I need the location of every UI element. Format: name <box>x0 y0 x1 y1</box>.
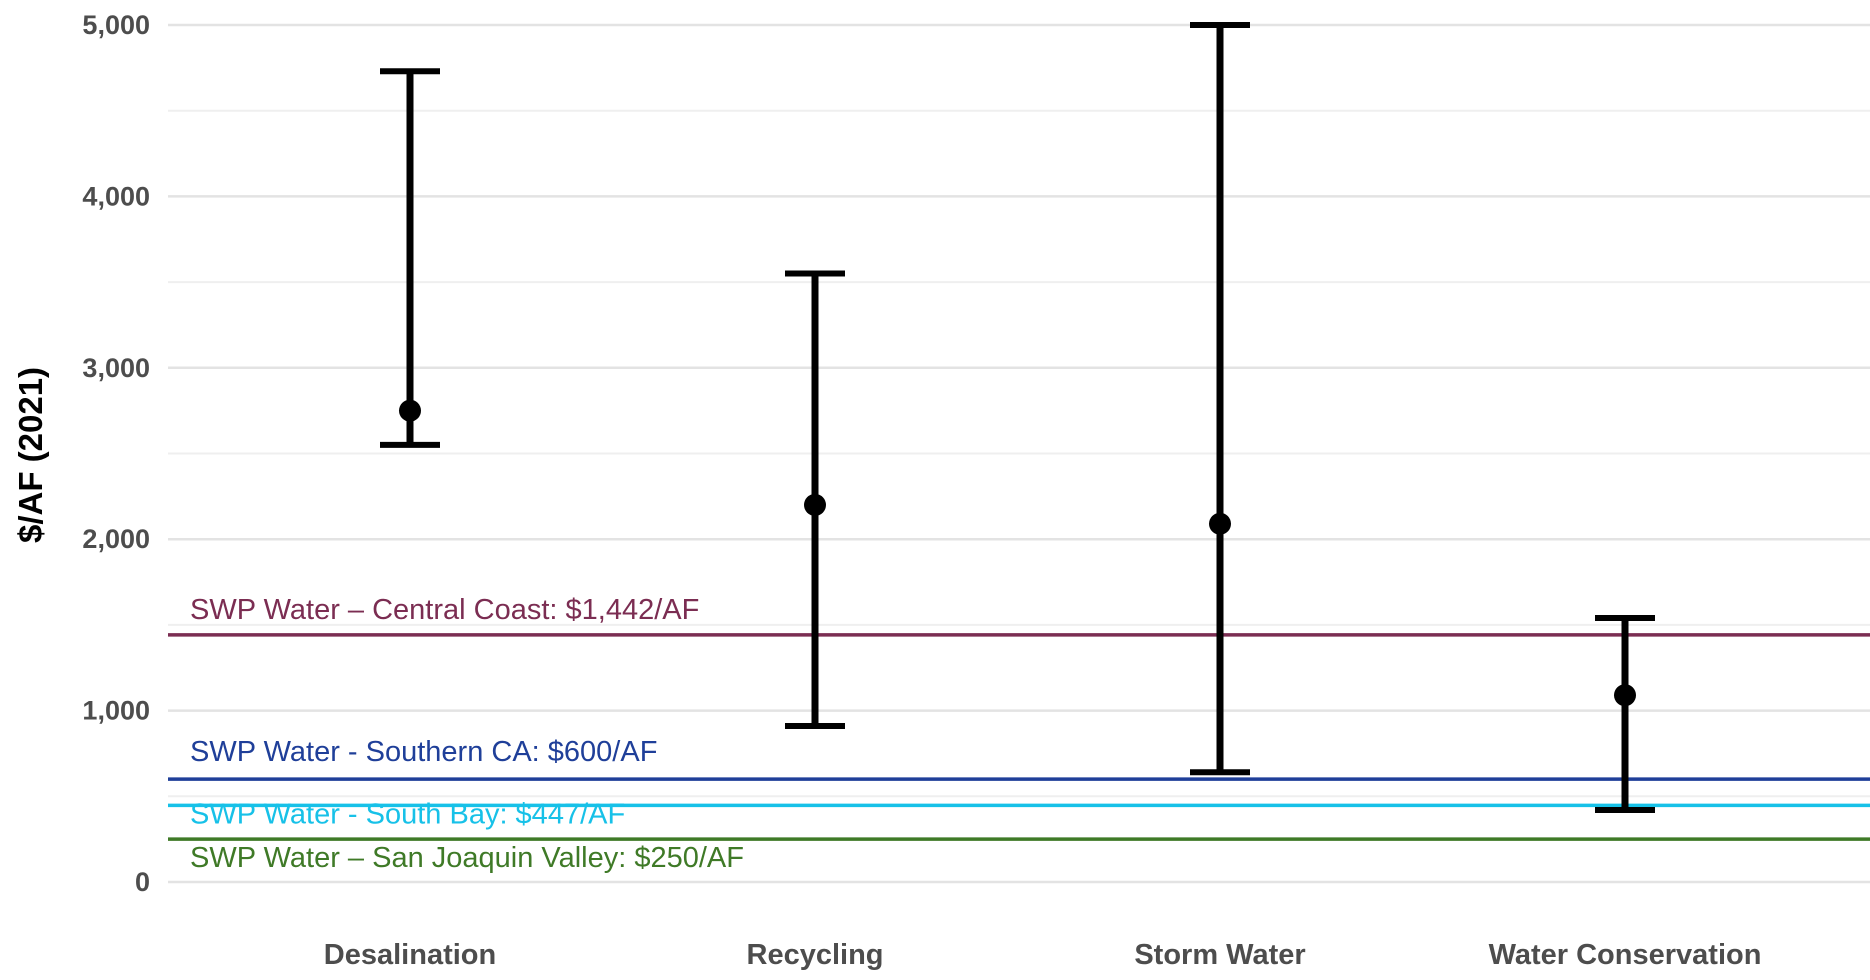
data-point <box>399 399 421 422</box>
gridlines <box>168 23 1870 884</box>
y-tick-label: 1,000 <box>82 696 150 726</box>
reference-lines: SWP Water – Central Coast: $1,442/AF SWP … <box>168 594 1870 874</box>
data-point <box>1614 684 1636 707</box>
reference-line-label: SWP Water - South Bay: $447/AF <box>190 798 625 830</box>
y-tick-label: 4,000 <box>82 181 150 211</box>
reference-line-label: SWP Water – San Joaquin Valley: $250/AF <box>190 842 744 874</box>
y-axis-ticks: 0 1,000 2,000 3,000 4,000 5,000 <box>82 10 150 897</box>
x-category-label: Recycling <box>747 939 884 971</box>
x-category-label: Water Conservation <box>1489 939 1762 971</box>
y-tick-label: 2,000 <box>82 524 150 554</box>
error-bars <box>380 22 1655 814</box>
data-point <box>804 493 826 516</box>
x-axis-categories: Desalination Recycling Storm Water Water Co… <box>324 939 1762 971</box>
data-point <box>1209 512 1231 535</box>
y-tick-label: 3,000 <box>82 353 150 383</box>
reference-line-label: SWP Water - Southern CA: $600/AF <box>190 736 657 768</box>
y-tick-label: 0 <box>135 867 150 897</box>
x-category-label: Storm Water <box>1134 939 1305 971</box>
reference-line-label: SWP Water – Central Coast: $1,442/AF <box>190 594 699 626</box>
y-tick-label: 5,000 <box>82 10 150 40</box>
y-axis-title: $/AF (2021) <box>12 367 49 543</box>
x-category-label: Desalination <box>324 939 496 971</box>
